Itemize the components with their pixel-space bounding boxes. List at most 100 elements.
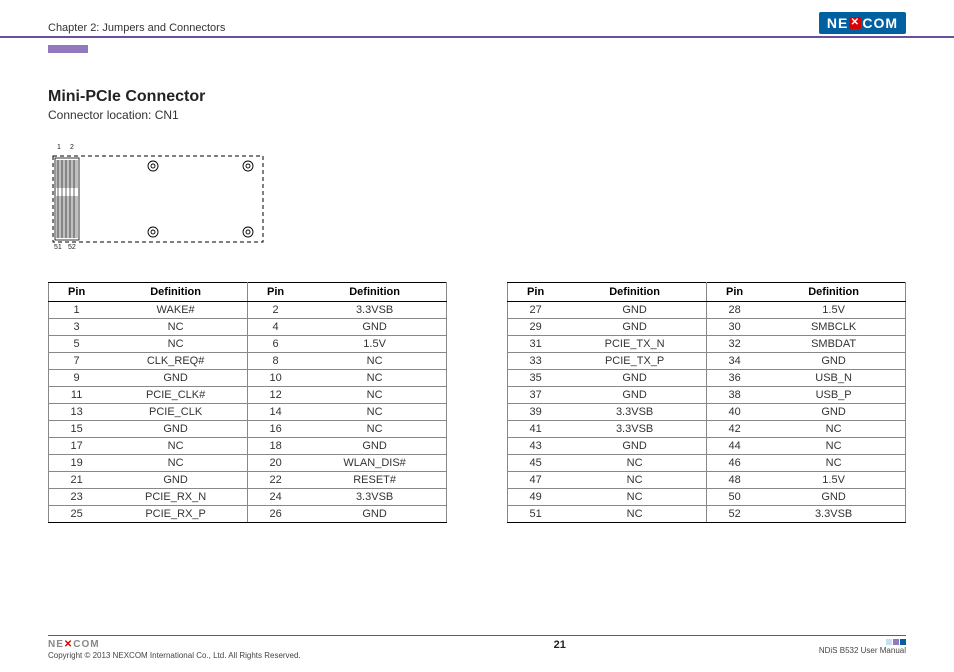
cell-def: GND	[762, 353, 905, 370]
cell-pin: 25	[49, 506, 105, 523]
cell-def: CLK_REQ#	[104, 353, 247, 370]
cell-def: PCIE_CLK#	[104, 387, 247, 404]
table-row: 43GND44NC	[508, 438, 906, 455]
cell-def: SMBCLK	[762, 319, 905, 336]
cell-pin: 22	[247, 472, 303, 489]
cell-def: NC	[303, 370, 446, 387]
page-tab-marker	[48, 45, 88, 53]
cell-pin: 16	[247, 421, 303, 438]
th-pin: Pin	[706, 283, 762, 302]
cell-def: NC	[762, 438, 905, 455]
cell-pin: 47	[508, 472, 564, 489]
cell-pin: 20	[247, 455, 303, 472]
cell-pin: 9	[49, 370, 105, 387]
cell-def: NC	[104, 336, 247, 353]
table-row: 15GND16NC	[49, 421, 447, 438]
table-row: 27GND281.5V	[508, 302, 906, 319]
cell-def: 1.5V	[303, 336, 446, 353]
cell-def: GND	[563, 370, 706, 387]
cell-def: GND	[563, 438, 706, 455]
table-row: 21GND22RESET#	[49, 472, 447, 489]
cell-def: 3.3VSB	[303, 489, 446, 506]
cell-pin: 4	[247, 319, 303, 336]
cell-pin: 34	[706, 353, 762, 370]
table-row: 11PCIE_CLK#12NC	[49, 387, 447, 404]
section-subtitle: Connector location: CN1	[48, 108, 906, 122]
cell-pin: 10	[247, 370, 303, 387]
cell-def: PCIE_TX_P	[563, 353, 706, 370]
table-row: 25PCIE_RX_P26GND	[49, 506, 447, 523]
section-title: Mini-PCIe Connector	[48, 88, 906, 106]
cell-def: GND	[104, 421, 247, 438]
cell-pin: 33	[508, 353, 564, 370]
cell-pin: 7	[49, 353, 105, 370]
cell-pin: 38	[706, 387, 762, 404]
th-def: Definition	[104, 283, 247, 302]
cell-pin: 15	[49, 421, 105, 438]
cell-pin: 40	[706, 404, 762, 421]
cell-pin: 24	[247, 489, 303, 506]
cell-pin: 13	[49, 404, 105, 421]
diagram-pin-label-1: 1	[57, 144, 61, 151]
th-def: Definition	[563, 283, 706, 302]
cell-def: NC	[303, 387, 446, 404]
table-row: 393.3VSB40GND	[508, 404, 906, 421]
page-header: Chapter 2: Jumpers and Connectors NE✕COM	[0, 0, 954, 38]
cell-def: 1.5V	[762, 472, 905, 489]
cell-def: GND	[104, 472, 247, 489]
diagram-pin-label-2: 2	[70, 144, 74, 151]
table-row: 13PCIE_CLK14NC	[49, 404, 447, 421]
cell-def: PCIE_TX_N	[563, 336, 706, 353]
cell-def: NC	[303, 353, 446, 370]
cell-pin: 18	[247, 438, 303, 455]
cell-pin: 43	[508, 438, 564, 455]
cell-def: USB_P	[762, 387, 905, 404]
pin-tables-row: Pin Definition Pin Definition 1WAKE#23.3…	[48, 282, 906, 523]
cell-pin: 23	[49, 489, 105, 506]
cell-def: GND	[563, 387, 706, 404]
cell-def: NC	[762, 421, 905, 438]
cell-pin: 31	[508, 336, 564, 353]
table-row: 45NC46NC	[508, 455, 906, 472]
brand-logo-bottom: NE✕COM	[48, 639, 301, 650]
chapter-title: Chapter 2: Jumpers and Connectors	[48, 22, 225, 36]
table-row: 1WAKE#23.3VSB	[49, 302, 447, 319]
cell-def: NC	[762, 455, 905, 472]
cell-pin: 27	[508, 302, 564, 319]
logo-x-icon: ✕	[849, 17, 861, 29]
cell-def: NC	[104, 455, 247, 472]
page-footer: NE✕COM Copyright © 2013 NEXCOM Internati…	[48, 635, 906, 660]
table-row: 7CLK_REQ#8NC	[49, 353, 447, 370]
brand-logo-top: NE✕COM	[819, 12, 906, 34]
cell-def: SMBDAT	[762, 336, 905, 353]
cell-def: WAKE#	[104, 302, 247, 319]
cell-pin: 48	[706, 472, 762, 489]
cell-def: NC	[563, 455, 706, 472]
cell-def: PCIE_CLK	[104, 404, 247, 421]
connector-diagram: 1 2 51 52	[48, 144, 906, 254]
table-header-row: Pin Definition Pin Definition	[49, 283, 447, 302]
table-1-body: 1WAKE#23.3VSB3NC4GND5NC61.5V7CLK_REQ#8NC…	[49, 302, 447, 523]
cell-pin: 28	[706, 302, 762, 319]
table-row: 33PCIE_TX_P34GND	[508, 353, 906, 370]
table-row: 19NC20WLAN_DIS#	[49, 455, 447, 472]
cell-pin: 3	[49, 319, 105, 336]
table-row: 17NC18GND	[49, 438, 447, 455]
cell-pin: 5	[49, 336, 105, 353]
copyright-text: Copyright © 2013 NEXCOM International Co…	[48, 651, 301, 660]
cell-def: PCIE_RX_N	[104, 489, 247, 506]
footer-left: NE✕COM Copyright © 2013 NEXCOM Internati…	[48, 639, 301, 660]
cell-def: NC	[303, 404, 446, 421]
cell-pin: 41	[508, 421, 564, 438]
cell-pin: 1	[49, 302, 105, 319]
cell-def: GND	[563, 302, 706, 319]
cell-def: 1.5V	[762, 302, 905, 319]
cell-pin: 8	[247, 353, 303, 370]
cell-def: NC	[563, 506, 706, 523]
table-row: 35GND36USB_N	[508, 370, 906, 387]
page-number: 21	[554, 639, 566, 651]
cell-pin: 2	[247, 302, 303, 319]
cell-pin: 11	[49, 387, 105, 404]
cell-def: 3.3VSB	[563, 404, 706, 421]
table-row: 47NC481.5V	[508, 472, 906, 489]
